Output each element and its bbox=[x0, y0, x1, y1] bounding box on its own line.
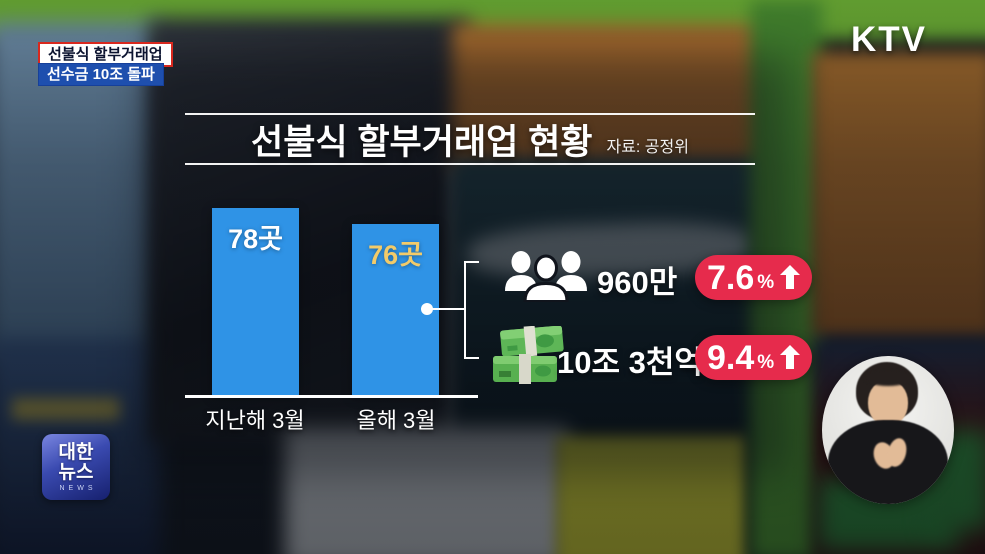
deposit-change-badge: 9.4 % bbox=[695, 335, 813, 380]
connector-bracket bbox=[464, 261, 466, 359]
change-number: 9.4 bbox=[707, 338, 755, 377]
change-number: 7.6 bbox=[707, 258, 755, 297]
infographic-title-panel: 선불식 할부거래업 현황 자료: 공정위 bbox=[185, 113, 755, 165]
percent-sign: % bbox=[757, 351, 775, 373]
members-value: 960만 bbox=[597, 265, 678, 300]
infographic-title: 선불식 할부거래업 현황 bbox=[251, 122, 593, 162]
subheadline-tag: 선수금 10조 돌파 bbox=[38, 63, 164, 86]
bar-value-label: 78곳 bbox=[228, 224, 283, 254]
up-arrow-icon bbox=[780, 265, 801, 289]
deposit-value: 10조 3천억 bbox=[557, 345, 703, 380]
news-logo-line3: NEWS bbox=[59, 484, 97, 492]
interpreter-fringe bbox=[864, 370, 912, 386]
category-label-this-year: 올해 3월 bbox=[356, 408, 436, 433]
up-arrow-icon bbox=[780, 345, 801, 369]
bar-last-year-march: 78곳 bbox=[212, 208, 299, 396]
source-note: 자료: 공정위 bbox=[606, 139, 689, 156]
news-logo-line1: 대한 bbox=[58, 441, 94, 463]
connector-arm-top bbox=[464, 261, 479, 263]
members-icon bbox=[504, 250, 588, 307]
bar-value-label: 76곳 bbox=[368, 240, 423, 270]
connector-line bbox=[430, 308, 465, 310]
interpreter-face bbox=[868, 380, 908, 426]
daehan-news-logo: 대한 뉴스 NEWS bbox=[42, 434, 110, 500]
members-change-badge: 7.6 % bbox=[695, 255, 813, 300]
sign-language-interpreter bbox=[822, 356, 954, 504]
connector-dot bbox=[421, 303, 433, 315]
news-logo-line2: 뉴스 bbox=[58, 461, 94, 483]
category-label-last-year: 지난해 3월 bbox=[205, 408, 305, 433]
percent-sign: % bbox=[757, 271, 775, 293]
chart-baseline bbox=[185, 395, 478, 398]
channel-logo: KTV bbox=[851, 20, 927, 59]
money-icon bbox=[487, 325, 573, 393]
connector-arm-bottom bbox=[464, 357, 479, 359]
